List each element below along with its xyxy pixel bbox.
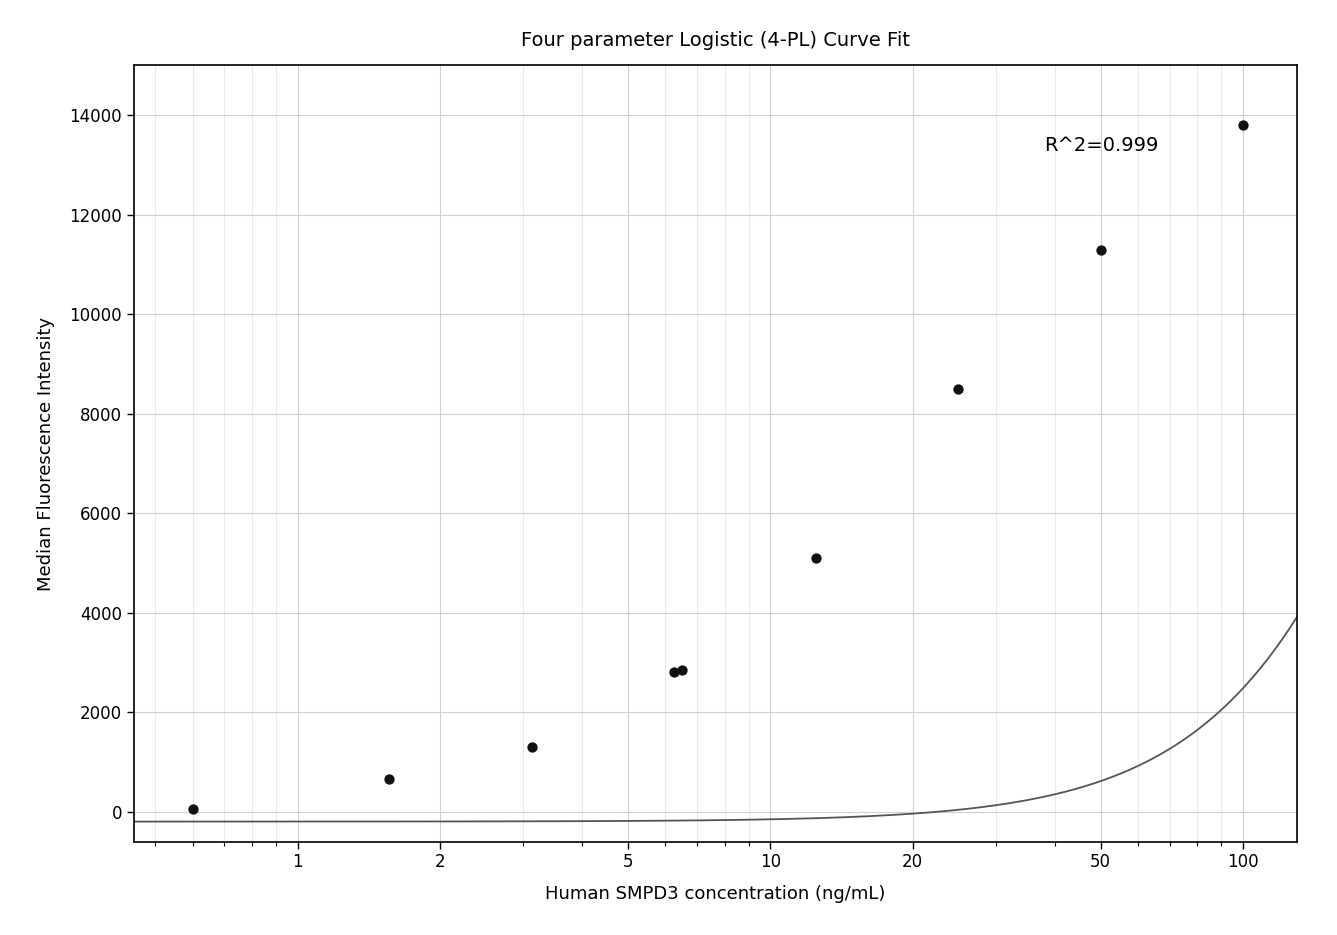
Point xyxy=(948,381,969,396)
Title: Four parameter Logistic (4-PL) Curve Fit: Four parameter Logistic (4-PL) Curve Fit xyxy=(521,31,909,50)
Point xyxy=(671,662,693,677)
Text: R^2=0.999: R^2=0.999 xyxy=(1044,136,1159,155)
Point xyxy=(1233,118,1254,133)
Y-axis label: Median Fluorescence Intensity: Median Fluorescence Intensity xyxy=(37,316,55,591)
Point xyxy=(182,801,203,816)
Point xyxy=(663,665,685,680)
Point xyxy=(805,551,826,566)
Point xyxy=(378,771,400,786)
Point xyxy=(521,740,543,755)
X-axis label: Human SMPD3 concentration (ng/mL): Human SMPD3 concentration (ng/mL) xyxy=(545,885,885,903)
Point xyxy=(1090,242,1111,257)
